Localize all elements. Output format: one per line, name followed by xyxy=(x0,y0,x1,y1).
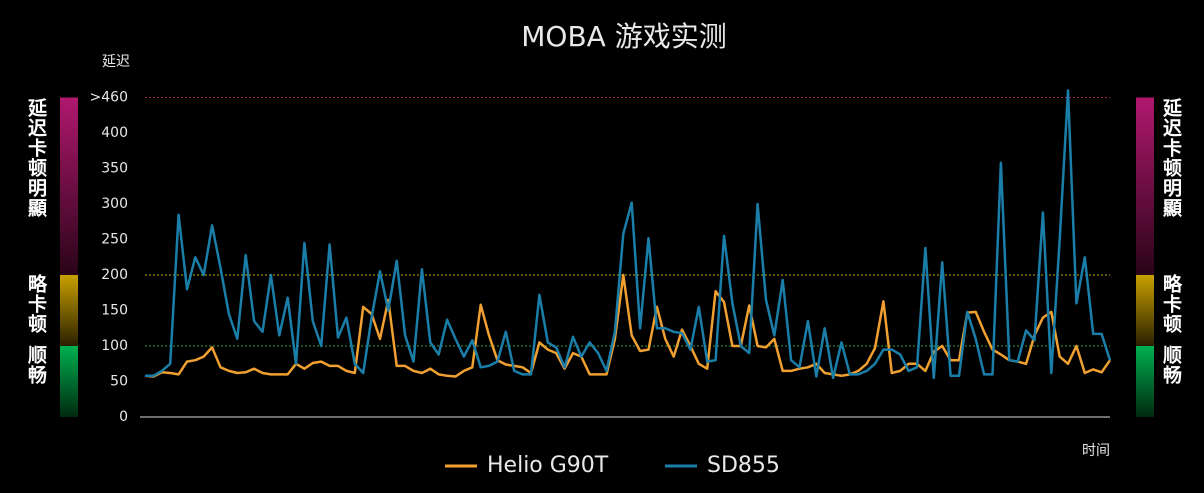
x-axis-label: 时间 xyxy=(1082,443,1110,459)
side-label: 延迟卡顿明顯 xyxy=(25,98,47,218)
status-band xyxy=(60,275,78,346)
legend-label: SD855 xyxy=(707,453,780,478)
y-tick-label: >460 xyxy=(90,90,128,106)
y-axis-label: 延迟 xyxy=(102,54,130,70)
status-band xyxy=(1136,346,1154,417)
status-band xyxy=(60,346,78,417)
status-band xyxy=(60,97,78,275)
side-label: 略卡顿 xyxy=(1160,274,1182,334)
y-tick-label: 350 xyxy=(101,161,128,177)
y-tick-label: 150 xyxy=(101,303,128,319)
chart-title: MOBA 游戏实测 xyxy=(521,20,726,53)
y-tick-label: 250 xyxy=(101,232,128,248)
y-tick-label: 0 xyxy=(119,409,128,425)
status-band xyxy=(1136,275,1154,346)
status-band xyxy=(1136,97,1154,275)
side-label: 延迟卡顿明顯 xyxy=(1160,98,1182,218)
legend-label: Helio G90T xyxy=(487,453,609,478)
y-tick-label: 100 xyxy=(101,338,128,354)
series-line xyxy=(145,89,1112,380)
side-label: 顺畅 xyxy=(25,345,47,385)
y-tick-label: 50 xyxy=(110,374,128,390)
side-label: 略卡顿 xyxy=(25,274,47,334)
y-tick-label: 300 xyxy=(101,196,128,212)
side-label: 顺畅 xyxy=(1160,345,1182,385)
y-tick-label: 400 xyxy=(101,125,128,141)
y-tick-label: 200 xyxy=(101,267,128,283)
